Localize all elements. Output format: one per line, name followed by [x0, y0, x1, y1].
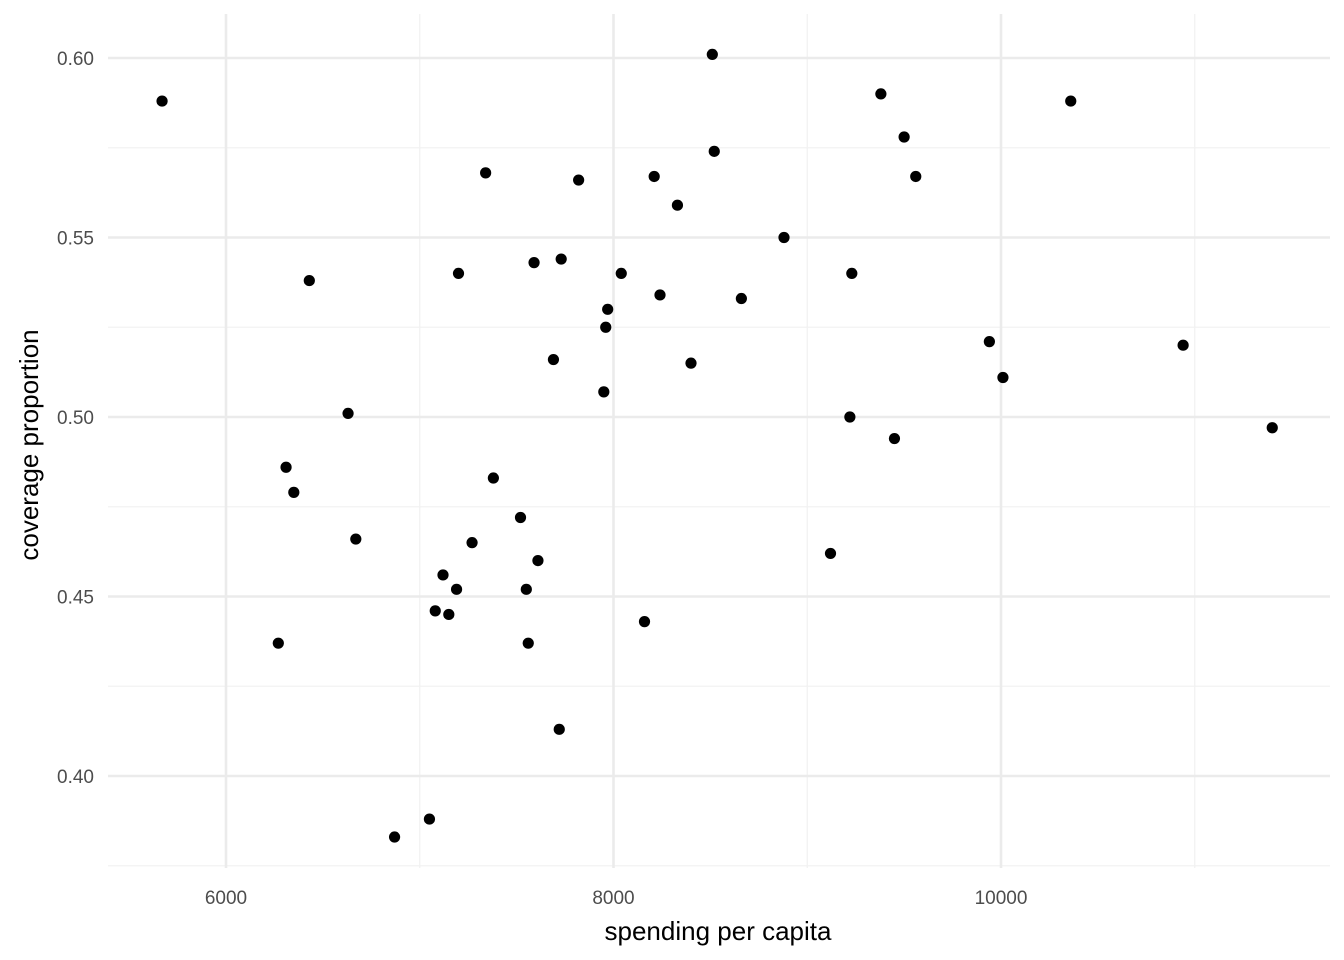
data-point: [1065, 95, 1077, 107]
y-tick-label: 0.60: [57, 49, 94, 70]
data-point: [1266, 422, 1278, 434]
data-point: [342, 407, 354, 420]
data-point: [487, 472, 499, 484]
data-point: [303, 274, 315, 287]
data-point: [520, 583, 532, 595]
data-point: [443, 608, 455, 621]
data-point: [573, 174, 585, 186]
data-point: [272, 637, 284, 649]
data-point: [452, 267, 465, 279]
data-point: [600, 321, 612, 333]
data-point: [638, 616, 651, 628]
data-point: [997, 371, 1009, 384]
data-point: [288, 486, 300, 498]
y-tick-label: 0.50: [57, 408, 94, 429]
data-point: [846, 267, 858, 279]
y-tick-label: 0.45: [57, 588, 94, 609]
data-point: [685, 357, 697, 369]
data-point: [429, 605, 441, 617]
major-gridlines: [108, 14, 1330, 868]
data-point: [1177, 339, 1189, 351]
data-point: [423, 813, 436, 825]
data-point: [654, 289, 666, 301]
data-point: [437, 569, 449, 581]
x-tick-label: 8000: [592, 888, 634, 909]
data-point: [280, 461, 292, 473]
data-point: [598, 386, 610, 398]
data-point: [156, 95, 168, 107]
data-point: [708, 145, 720, 157]
data-point: [555, 253, 567, 265]
minor-gridlines: [108, 14, 1330, 868]
data-point: [466, 537, 478, 549]
y-tick-label: 0.40: [57, 767, 94, 788]
data-point: [350, 533, 362, 545]
x-tick-label: 10000: [975, 888, 1028, 909]
data-point: [824, 547, 837, 560]
y-tick-label: 0.55: [57, 229, 94, 250]
data-points: [156, 48, 1278, 843]
data-point: [888, 432, 901, 445]
y-axis-tick-labels: 0.40 0.45 0.50 0.55 0.60: [57, 49, 94, 788]
data-point: [706, 48, 718, 61]
data-point: [910, 170, 922, 183]
data-point: [875, 88, 887, 100]
data-point: [547, 353, 560, 366]
data-point: [778, 231, 790, 244]
data-point: [671, 199, 684, 211]
data-point: [602, 303, 614, 315]
y-axis-title: coverage proportion: [14, 329, 44, 560]
data-point: [898, 131, 910, 143]
data-point: [514, 511, 527, 524]
x-tick-label: 6000: [205, 888, 247, 909]
data-point: [528, 257, 540, 269]
data-point: [844, 411, 856, 423]
data-point: [522, 637, 534, 649]
data-point: [615, 267, 627, 279]
data-point: [553, 723, 565, 735]
x-axis-title: spending per capita: [605, 916, 832, 946]
data-point: [735, 292, 747, 305]
data-point: [480, 167, 492, 179]
x-axis-tick-labels: 6000 8000 10000: [205, 888, 1028, 909]
data-point: [450, 583, 463, 595]
data-point: [648, 170, 660, 183]
data-point: [532, 555, 544, 567]
data-point: [983, 336, 995, 348]
data-point: [388, 831, 401, 843]
